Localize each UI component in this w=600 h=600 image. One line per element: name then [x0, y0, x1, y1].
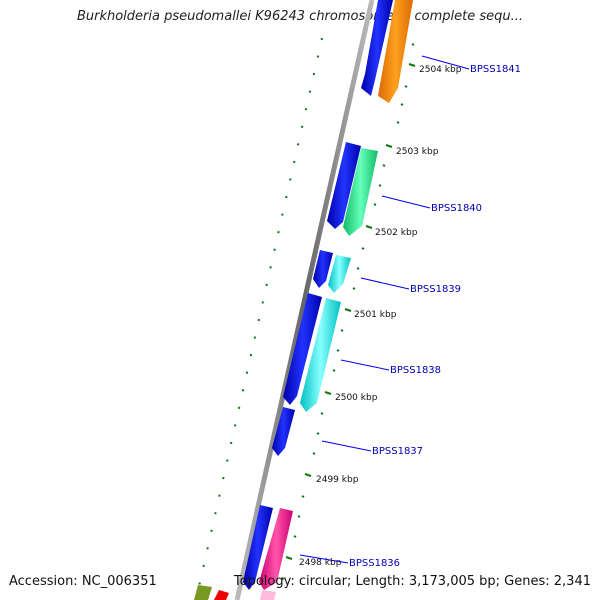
cds-blue-1840 [327, 142, 361, 229]
chromosome-backbone [234, 0, 375, 600]
gene-arrow-bpss1839 [328, 255, 351, 293]
gene-label-bpss1839[interactable]: BPSS1839 [410, 284, 461, 295]
gene-label-lines [299, 55, 470, 564]
cds-blue-1841 [361, 0, 393, 96]
gene-label-bpss1836[interactable]: BPSS1836 [349, 558, 400, 569]
cds-blue-1838 [283, 293, 322, 405]
cds-blue-1837 [272, 407, 295, 456]
gene-label-bpss1841[interactable]: BPSS1841 [470, 64, 521, 75]
cds-blue-1836 [243, 505, 273, 590]
scale-minor-ticks [281, 43, 415, 580]
gene-arrow-bpss1840 [343, 148, 378, 236]
gene-label-bpss1840[interactable]: BPSS1840 [431, 203, 482, 214]
tick-label: 2500 kbp [335, 393, 378, 403]
tick-label: 2502 kbp [375, 228, 418, 238]
accession-label: Accession: NC_006351 [9, 574, 157, 589]
gene-label-bpss1837[interactable]: BPSS1837 [372, 446, 423, 457]
gene-arrow-bpss1841 [378, 0, 413, 103]
topology-label: Topology: circular; Length: 3,173,005 bp… [233, 574, 591, 589]
gene-arrow-bpss1836 [259, 508, 293, 590]
scale-ticks [285, 63, 416, 560]
tick-label: 2498 kbp [299, 558, 342, 568]
gene-arrow-bpss1838 [300, 298, 341, 412]
tick-label: 2503 kbp [396, 147, 439, 157]
gene-label-bpss1838[interactable]: BPSS1838 [390, 365, 441, 376]
partial-feature-olive [194, 585, 212, 600]
partial-feature-red [214, 590, 229, 600]
map-title: Burkholderia pseudomallei K96243 chromos… [76, 9, 524, 24]
tick-label: 2499 kbp [316, 475, 359, 485]
partial-feature-pink [260, 590, 276, 600]
tick-label: 2501 kbp [354, 310, 397, 320]
tick-label: 2504 kbp [419, 65, 462, 75]
cds-blue-1839 [313, 250, 333, 288]
